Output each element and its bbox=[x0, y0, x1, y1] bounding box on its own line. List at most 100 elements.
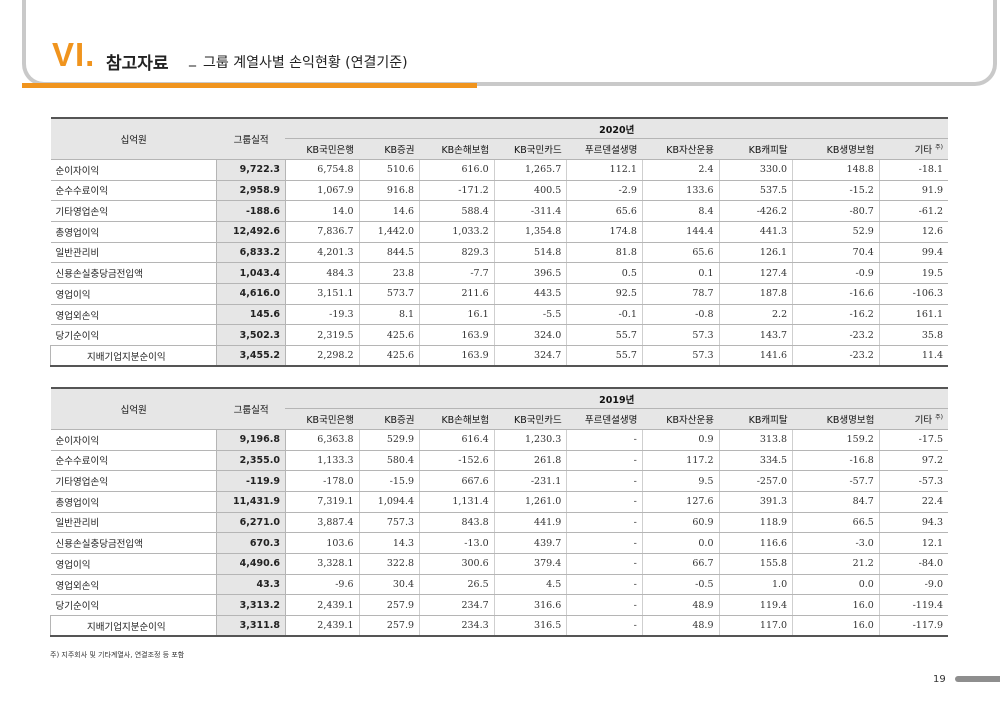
company-value: - bbox=[566, 470, 643, 492]
company-value: 537.5 bbox=[719, 180, 794, 202]
company-value: - bbox=[566, 491, 643, 513]
company-value: 510.6 bbox=[359, 159, 421, 181]
company-value: -57.7 bbox=[792, 470, 880, 492]
company-value: 22.4 bbox=[879, 491, 948, 513]
company-value: 0.0 bbox=[642, 532, 720, 554]
company-value: 0.5 bbox=[566, 262, 643, 284]
company-value: 667.6 bbox=[419, 470, 495, 492]
company-value: 133.6 bbox=[642, 180, 720, 202]
company-value: 118.9 bbox=[719, 512, 794, 534]
row-label: 당기순이익 bbox=[50, 324, 217, 347]
company-value: 757.3 bbox=[359, 512, 421, 534]
footnote: 주) 지주회사 및 기타계열사, 연결조정 등 포함 bbox=[50, 651, 185, 659]
row-label: 신용손실충당금전입액 bbox=[50, 262, 217, 284]
company-value: 11.4 bbox=[879, 345, 948, 368]
company-value: - bbox=[566, 429, 643, 451]
company-value: 26.5 bbox=[419, 574, 495, 596]
company-value: -16.6 bbox=[792, 283, 880, 305]
table-row: 지배기업지분순이익 3,455.2 2,298.2 425.6 163.9 324.7 55… bbox=[49, 345, 948, 368]
company-value: 2,298.2 bbox=[285, 345, 360, 368]
company-value: 117.0 bbox=[719, 615, 794, 638]
company-value: 379.4 bbox=[494, 553, 568, 575]
row-label: 기타영업손익 bbox=[50, 200, 217, 222]
company-value: 48.9 bbox=[642, 615, 720, 638]
company-value: 16.1 bbox=[419, 304, 495, 326]
company-value: -13.0 bbox=[419, 532, 495, 554]
company-value: 70.4 bbox=[792, 242, 880, 264]
company-value: 3,151.1 bbox=[285, 283, 360, 305]
company-header: KB증권 bbox=[359, 138, 420, 160]
group-value: 2,355.0 bbox=[216, 450, 286, 472]
page-title: 참고자료 bbox=[106, 54, 169, 74]
footnote-marker: 주) bbox=[935, 143, 943, 151]
company-value: 261.8 bbox=[494, 450, 568, 472]
company-value: 1,067.9 bbox=[285, 180, 360, 202]
company-value: 234.7 bbox=[419, 594, 495, 617]
row-label: 총영업이익 bbox=[50, 491, 217, 513]
company-value: 588.4 bbox=[419, 200, 495, 222]
company-value: 6,754.8 bbox=[285, 159, 360, 181]
group-value: 43.3 bbox=[216, 574, 286, 596]
company-value: 0.9 bbox=[642, 429, 720, 451]
table-row: 순이자이익 9,196.8 6,363.8 529.9 616.4 1,230.3-0.9… bbox=[50, 429, 948, 451]
company-value: 514.8 bbox=[494, 242, 568, 264]
company-value: 322.8 bbox=[359, 553, 421, 575]
company-value: 14.3 bbox=[359, 532, 421, 554]
group-value: 6,833.2 bbox=[216, 242, 286, 264]
company-value: 99.4 bbox=[879, 242, 948, 264]
company-value: -0.9 bbox=[792, 262, 880, 284]
company-value: 7,836.7 bbox=[285, 221, 360, 243]
company-value: 916.8 bbox=[359, 180, 421, 202]
table-row: 신용손실충당금전입액 670.3 103.6 14.3 -13.0 439.7-0.0 11… bbox=[50, 532, 948, 554]
company-value: 300.6 bbox=[419, 553, 495, 575]
row-label: 순이자이익 bbox=[50, 429, 217, 451]
company-value: 9.5 bbox=[642, 470, 720, 492]
company-value: - bbox=[566, 594, 643, 617]
company-value: 174.8 bbox=[566, 221, 643, 243]
company-value: 65.6 bbox=[642, 242, 720, 264]
row-label: 영업이익 bbox=[50, 553, 217, 575]
company-value: 4,201.3 bbox=[285, 242, 360, 264]
table-2019: 십억원 그룹실적 2019년 KB국민은행 KB증권 KB손해보험 KB국민카드 푸르덴셜생명… bbox=[49, 386, 948, 638]
company-value: 155.8 bbox=[719, 553, 794, 575]
company-value: 65.6 bbox=[566, 200, 643, 222]
table-row: 영업외손익 145.6 -19.3 8.1 16.1 -5.5 -0.1 -0.8 2.2 -16… bbox=[50, 304, 948, 326]
company-value: -61.2 bbox=[879, 200, 948, 222]
company-header: KB캐피탈 bbox=[719, 138, 793, 160]
company-value: 52.9 bbox=[792, 221, 880, 243]
company-value: -15.9 bbox=[359, 470, 421, 492]
company-value: -23.2 bbox=[792, 345, 880, 368]
title-separator: _ bbox=[189, 51, 196, 67]
row-label: 지배기업지분순이익 bbox=[49, 345, 217, 368]
company-value: 1,033.2 bbox=[419, 221, 495, 243]
table-row: 순이자이익 9,722.3 6,754.8 510.6 616.0 1,265.7 112.… bbox=[50, 159, 948, 181]
company-value: 1,261.0 bbox=[494, 491, 568, 513]
company-value: 425.6 bbox=[359, 324, 421, 347]
company-value: 126.1 bbox=[719, 242, 794, 264]
company-header: KB국민카드 bbox=[494, 138, 567, 160]
company-value: 163.9 bbox=[419, 324, 495, 347]
company-value: 1,094.4 bbox=[359, 491, 421, 513]
table-row: 일반관리비 6,833.2 4,201.3 844.5 829.3 514.8 81.8 65… bbox=[50, 242, 948, 264]
company-value: 573.7 bbox=[359, 283, 421, 305]
row-label: 영업외손익 bbox=[50, 304, 217, 326]
company-value: 159.2 bbox=[792, 429, 880, 451]
group-value: 3,502.3 bbox=[216, 324, 286, 347]
company-value: -19.3 bbox=[285, 304, 360, 326]
company-header: KB손해보험 bbox=[419, 138, 495, 160]
company-header: 푸르덴셜생명 bbox=[566, 138, 643, 160]
company-header: 푸르덴셜생명 bbox=[566, 408, 643, 430]
header-accent-bar bbox=[22, 83, 477, 88]
company-value: -0.5 bbox=[642, 574, 720, 596]
group-value: -119.9 bbox=[216, 470, 286, 492]
row-label: 총영업이익 bbox=[50, 221, 217, 243]
company-value: 443.5 bbox=[494, 283, 568, 305]
company-header: KB증권 bbox=[359, 408, 420, 430]
company-value: 1,442.0 bbox=[359, 221, 421, 243]
company-value: 14.0 bbox=[285, 200, 360, 222]
page-indicator-bar bbox=[955, 676, 1000, 682]
company-value: 324.7 bbox=[494, 345, 568, 368]
company-value: 484.3 bbox=[285, 262, 360, 284]
company-header: 기타 주) bbox=[879, 138, 948, 160]
company-value: 143.7 bbox=[719, 324, 794, 347]
